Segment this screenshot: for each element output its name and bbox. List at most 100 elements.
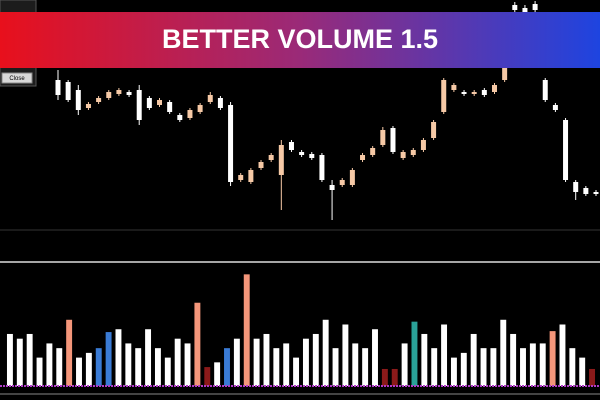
volume-bar [579, 357, 586, 386]
candle-body [420, 140, 426, 150]
candle-body [360, 155, 366, 160]
candle-body [573, 182, 579, 192]
candle-body [542, 80, 548, 100]
volume-bar [372, 329, 378, 386]
volume-bar [253, 338, 260, 386]
candle-body [278, 145, 284, 175]
close-label[interactable]: Close [9, 76, 25, 82]
volume-bar [293, 357, 300, 386]
volume-bar [16, 338, 23, 386]
volume-bar [569, 348, 576, 386]
candle-body [65, 82, 71, 100]
candle-body [502, 65, 508, 80]
volume-bar [233, 338, 240, 386]
candle-body [339, 180, 345, 185]
candle-body [116, 90, 122, 94]
candle-body [258, 162, 264, 168]
volume-bar [224, 348, 230, 386]
candle-body [136, 90, 142, 120]
volume-bar [154, 348, 161, 386]
volume-bar [391, 368, 398, 386]
volume-bar [431, 348, 438, 386]
volume-bar [115, 329, 122, 386]
volume-bar [510, 333, 517, 386]
volume-bar [520, 348, 526, 386]
volume-bar [56, 348, 63, 386]
volume-bar [559, 324, 566, 386]
volume-bar [46, 343, 53, 386]
volume-bar [283, 343, 290, 386]
candle-body [410, 150, 416, 155]
volume-bar [66, 319, 73, 386]
close-button[interactable] [1, 72, 33, 84]
candle-body [96, 98, 102, 102]
candle-body [441, 80, 447, 112]
volume-bar [460, 352, 467, 386]
candle-body [481, 90, 487, 95]
candle-body [380, 130, 386, 145]
chart-title: BETTER VOLUME 1.5 [162, 24, 438, 54]
candle-body [400, 152, 406, 158]
candle-body [217, 98, 223, 108]
candle-body [85, 104, 91, 108]
volume-bar [322, 319, 329, 386]
candle-body [309, 154, 315, 158]
volume-bar [480, 348, 487, 386]
volume-bar [6, 333, 13, 386]
volume-bar [470, 333, 477, 386]
volume-bar [184, 343, 191, 386]
candle-body [228, 105, 234, 182]
candle-body [187, 110, 193, 118]
candle-body [146, 98, 152, 108]
candle-body [349, 170, 355, 185]
candle-body [451, 85, 457, 90]
candle-body [55, 80, 61, 95]
candle-body [512, 5, 518, 10]
price-panel [55, 1, 599, 220]
volume-bar [441, 324, 448, 386]
volume-bar [312, 333, 319, 386]
candle-body [197, 105, 203, 112]
volume-bar [529, 343, 536, 386]
candle-body [461, 92, 467, 94]
volume-bar [243, 274, 250, 386]
candle-body [563, 120, 569, 180]
volume-bar [105, 332, 112, 386]
volume-bar [421, 333, 428, 386]
volume-bar [401, 343, 408, 386]
volume-bar [204, 367, 211, 386]
candle-body [248, 170, 254, 182]
volume-bar [539, 343, 546, 386]
candle-body [106, 92, 112, 98]
candle-body [207, 95, 213, 102]
candle-body [593, 192, 599, 194]
candle-body [329, 185, 335, 190]
volume-bar [76, 357, 82, 386]
candle-body [238, 175, 244, 180]
volume-bar [95, 348, 102, 386]
candle-body [583, 188, 589, 194]
volume-bar [411, 321, 418, 386]
volume-bar [302, 338, 309, 386]
volume-bar [174, 338, 181, 386]
volume-bar [145, 329, 152, 386]
candle-body [157, 100, 163, 105]
candle-body [75, 90, 81, 110]
volume-bar [549, 331, 556, 386]
candle-body [299, 152, 305, 155]
volume-bar [352, 343, 359, 386]
volume-bar [164, 357, 171, 386]
volume-bar [450, 357, 457, 386]
candle-body [167, 102, 173, 112]
candle-body [431, 122, 437, 138]
volume-bar [36, 357, 43, 386]
candle-body [370, 148, 376, 155]
volume-bar [26, 333, 33, 386]
volume-bar [263, 333, 270, 386]
candle-body [522, 8, 528, 12]
volume-bar [332, 348, 339, 386]
volume-bar [273, 348, 280, 386]
volume-bar [194, 302, 201, 386]
volume-bar [381, 368, 388, 386]
